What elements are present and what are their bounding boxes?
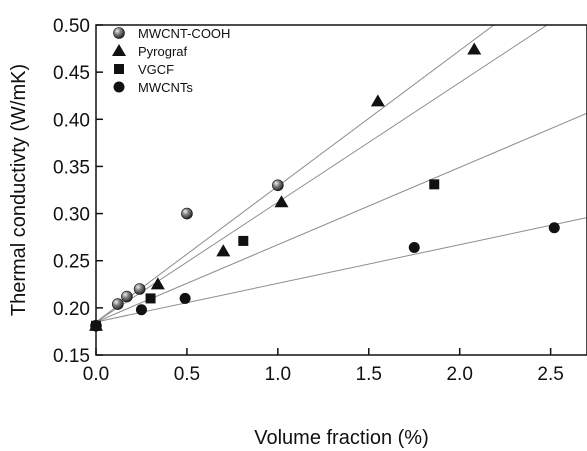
- y-tick-label: 0.40: [53, 110, 90, 131]
- x-tick-label: 1.0: [265, 364, 291, 385]
- y-tick-label: 0.15: [53, 346, 90, 367]
- legend-label: Pyrograf: [138, 44, 188, 59]
- data-point: [112, 298, 124, 310]
- data-point: [429, 179, 440, 190]
- data-point: [216, 244, 231, 257]
- y-tick-label: 0.35: [53, 157, 90, 178]
- legend-marker: [112, 44, 126, 57]
- fit-line: [96, 217, 587, 323]
- plot-frame: [95, 24, 587, 356]
- y-tick-label: 0.50: [53, 16, 90, 37]
- legend-marker: [113, 27, 125, 39]
- y-tick-label: 0.30: [53, 205, 90, 226]
- data-point: [179, 292, 191, 304]
- data-point: [238, 235, 249, 246]
- fit-line: [96, 25, 495, 323]
- data-point: [408, 242, 420, 254]
- data-point: [274, 195, 289, 208]
- data-point: [121, 290, 133, 303]
- data-point: [181, 207, 193, 220]
- fit-lines: [96, 25, 587, 323]
- x-tick-label: 0.0: [83, 364, 109, 385]
- data-point: [150, 277, 165, 290]
- legend-label: MWCNT-COOH: [138, 26, 230, 41]
- x-axis-title: Volume fraction (%): [254, 427, 429, 449]
- data-point: [370, 94, 385, 107]
- legend-marker: [114, 64, 124, 74]
- fit-line: [96, 25, 548, 323]
- data-point: [467, 42, 482, 55]
- x-tick-label: 2.5: [537, 364, 563, 385]
- y-axis-ticks: 0.15 0.20 0.25 0.30 0.35 0.40 0.45 0.50: [53, 16, 103, 367]
- data-point: [272, 179, 284, 192]
- data-markers: [89, 42, 560, 332]
- legend-label: MWCNTs: [138, 80, 193, 95]
- data-point: [133, 283, 146, 295]
- x-tick-label: 2.0: [446, 364, 472, 385]
- x-axis-ticks: 0.0 0.5 1.0 1.5 2.0 2.5: [83, 348, 564, 385]
- data-point: [548, 222, 560, 234]
- data-point: [145, 293, 156, 304]
- x-tick-label: 1.5: [356, 364, 382, 385]
- y-tick-label: 0.20: [53, 299, 90, 320]
- y-axis-title: Thermal conductivty (W/mK): [8, 64, 30, 316]
- legend-marker: [113, 81, 125, 93]
- y-tick-label: 0.45: [53, 63, 90, 84]
- legend-label: VGCF: [138, 62, 174, 77]
- legend: MWCNT-COOH Pyrograf VGCF MWCNTs: [112, 26, 230, 95]
- data-point: [135, 304, 147, 316]
- y-tick-label: 0.25: [53, 252, 90, 273]
- x-tick-label: 0.5: [174, 364, 200, 385]
- fit-line: [96, 112, 587, 323]
